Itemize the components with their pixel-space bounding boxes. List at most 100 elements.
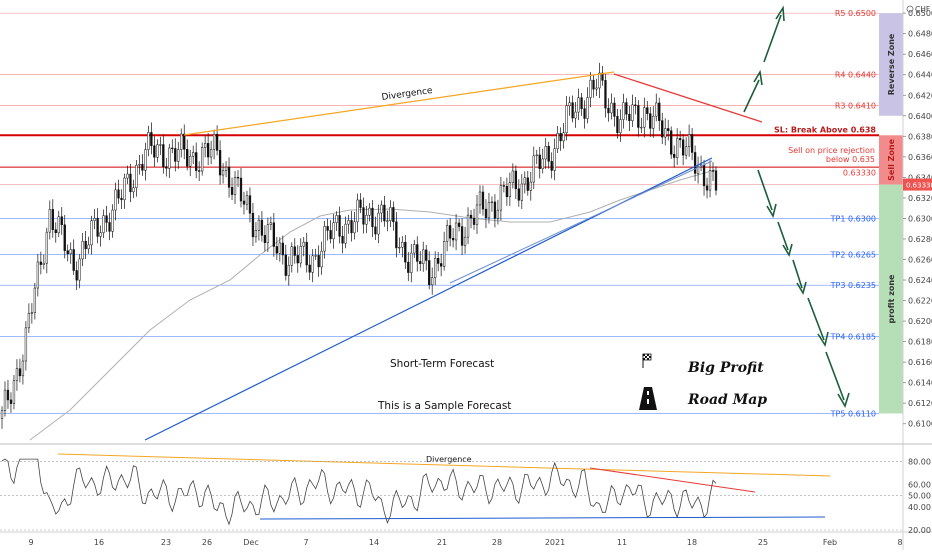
candle-body [141, 164, 144, 171]
rsi-tick-label: 20.00 [908, 526, 931, 535]
candle-body [514, 170, 517, 190]
zone-0 [879, 13, 903, 116]
rsi-panel: Divergence [1, 453, 831, 526]
candle-body [278, 242, 281, 254]
candle-body [18, 368, 22, 377]
candle-body [341, 236, 344, 244]
candle-body [99, 232, 102, 237]
candle-body [708, 170, 712, 191]
candle-body [652, 115, 655, 129]
candle-body [562, 132, 565, 142]
candle-body [174, 148, 177, 162]
candle-body [39, 261, 42, 265]
short-term-forecast-text: Short-Term Forecast [390, 358, 494, 370]
time-tick-label: Feb [823, 538, 837, 547]
candle-body [646, 107, 649, 114]
zone-label-0: Reverse Zone [887, 33, 896, 95]
candle-body [374, 226, 377, 235]
candle-body [556, 133, 559, 149]
candle-body [153, 145, 156, 158]
candle-body [338, 215, 341, 237]
candle-body [209, 148, 213, 158]
rsi-tick-label: 40.00 [908, 503, 931, 512]
candle-body [619, 119, 622, 133]
candle-body [36, 261, 39, 289]
candle-body [538, 154, 541, 169]
candle-body [577, 97, 580, 113]
candle-body [416, 244, 419, 262]
price-tick-label: 0.61200 [908, 399, 932, 408]
time-tick-label: 26 [202, 538, 212, 547]
candle-body [667, 128, 670, 131]
candle-body [451, 238, 455, 241]
candle-body [335, 215, 338, 223]
candle-body [296, 255, 299, 264]
currency-indicator[interactable]: CHF [906, 5, 930, 14]
candle-body [308, 264, 311, 273]
candle-body [690, 134, 694, 153]
candle-body [568, 102, 571, 106]
price-tick-label: 0.63400 [908, 173, 932, 182]
candle-body [693, 152, 697, 174]
candle-body [33, 287, 37, 313]
zone-1 [879, 135, 903, 185]
candle-body [610, 102, 613, 114]
candle-body [311, 255, 314, 273]
zone-label-2: profit zone [887, 274, 896, 324]
candle-body [448, 225, 452, 239]
candle-body [586, 97, 589, 119]
candle-body [631, 104, 634, 121]
checkered-flag-icon [642, 353, 652, 368]
candle-body [66, 250, 69, 255]
candle-body [365, 215, 368, 225]
candle-body [401, 241, 404, 248]
candle-body [386, 220, 389, 222]
candle-body [227, 166, 231, 188]
time-tick-label: 23 [161, 538, 171, 547]
candle-body [362, 207, 365, 225]
reverse-forecast-arrows [743, 5, 785, 113]
candle-body [526, 177, 529, 191]
candle-body [111, 209, 114, 232]
candle-body [263, 235, 267, 243]
candle-body [233, 176, 237, 195]
candle-body [183, 133, 186, 150]
road-icon [639, 387, 657, 410]
candle-body [559, 133, 562, 142]
candle-body [413, 244, 416, 254]
candle-body [505, 186, 509, 198]
time-tick-label: 9 [28, 538, 33, 547]
candle-body [398, 246, 401, 249]
candle-body [3, 389, 7, 411]
candle-body [162, 144, 165, 167]
rsi-tick-label: 80.00 [908, 457, 931, 466]
candle-body [681, 139, 685, 156]
level-label-9: TP4 0.6185 [830, 332, 876, 341]
candle-body [192, 152, 195, 157]
candle-body [359, 199, 362, 208]
divergence-price-label: Divergence [381, 86, 434, 103]
price-tick-label: 0.63200 [908, 194, 932, 203]
candle-body [595, 87, 598, 90]
candle-body [260, 219, 264, 236]
candle-body [129, 173, 132, 193]
candle-body [583, 108, 586, 119]
candle-body [655, 102, 658, 117]
candle-body [440, 263, 443, 267]
candle-body [517, 188, 520, 201]
candle-body [269, 222, 273, 225]
candle-body [239, 177, 243, 202]
candle-body [186, 149, 189, 167]
candle-body [126, 173, 129, 179]
candle-body [102, 215, 105, 233]
candle-body [565, 105, 568, 133]
candle-body [463, 236, 467, 246]
candle-body [637, 105, 640, 128]
price-axis: 0.65000 0.64800 0.64600 0.64400 0.64200 0.640… [903, 9, 932, 429]
candle-body [475, 204, 479, 225]
candle-body [245, 195, 249, 205]
candle-body [625, 102, 628, 115]
price-tick-label: 0.62800 [908, 235, 932, 244]
